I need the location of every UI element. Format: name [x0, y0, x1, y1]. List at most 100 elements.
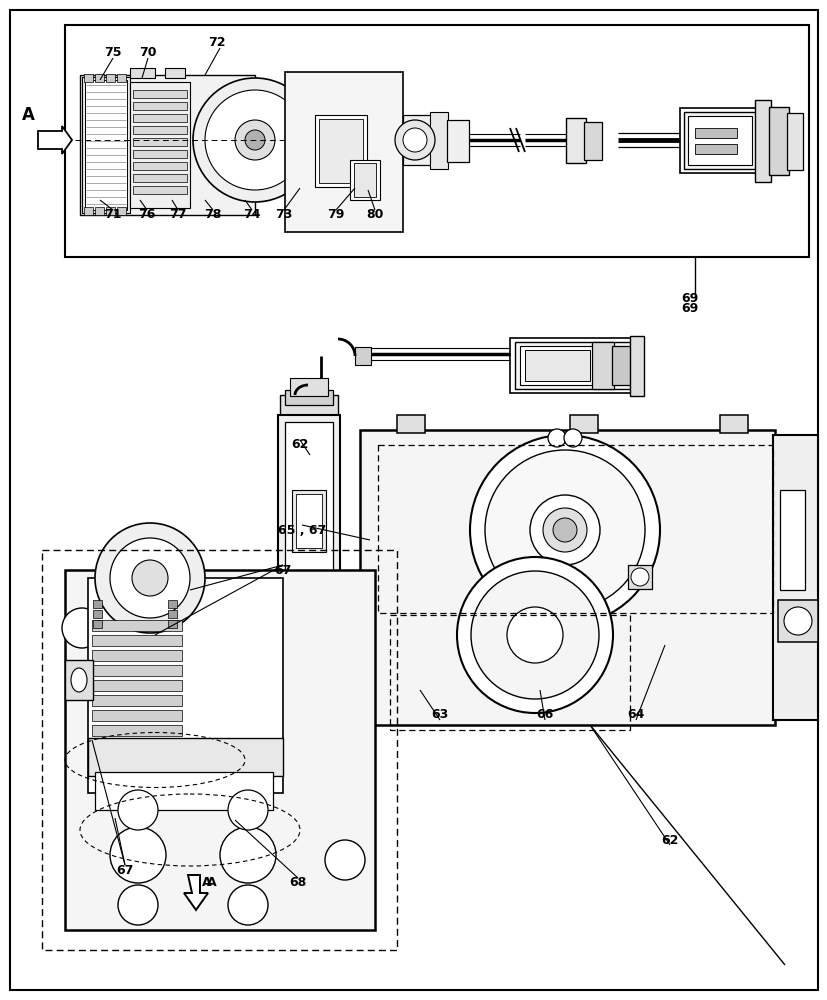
Circle shape — [485, 450, 644, 610]
Bar — [133, 102, 187, 110]
Bar — [509, 338, 639, 393]
Bar — [583, 122, 601, 160]
Text: 64: 64 — [627, 708, 644, 720]
Bar — [355, 347, 370, 365]
Text: 73: 73 — [275, 209, 292, 222]
Bar — [92, 725, 182, 736]
Bar — [130, 82, 189, 208]
Bar — [95, 74, 104, 82]
Circle shape — [506, 607, 562, 663]
Bar — [719, 415, 747, 433]
Bar — [106, 74, 115, 82]
Polygon shape — [490, 430, 529, 445]
Bar — [284, 422, 332, 628]
Circle shape — [630, 568, 648, 586]
Bar — [165, 68, 184, 78]
Text: 72: 72 — [208, 35, 226, 48]
Bar — [93, 600, 102, 608]
Bar — [284, 390, 332, 405]
Circle shape — [543, 508, 586, 552]
Text: A: A — [22, 106, 35, 124]
Bar — [92, 650, 182, 661]
Circle shape — [118, 790, 158, 830]
Bar — [289, 378, 327, 396]
Circle shape — [131, 560, 168, 596]
Circle shape — [552, 518, 576, 542]
Circle shape — [205, 90, 304, 190]
Circle shape — [547, 429, 566, 447]
Bar — [92, 710, 182, 721]
Circle shape — [118, 885, 158, 925]
Bar — [92, 635, 182, 646]
Bar — [168, 610, 177, 618]
Bar — [80, 75, 255, 215]
Bar — [278, 415, 340, 635]
Bar — [627, 565, 651, 589]
Bar — [84, 207, 93, 215]
Bar — [295, 494, 322, 548]
Circle shape — [783, 607, 811, 635]
Circle shape — [62, 608, 102, 648]
Bar — [133, 162, 187, 170]
Bar — [679, 108, 759, 173]
Bar — [284, 72, 403, 232]
Text: 63: 63 — [431, 708, 448, 720]
Circle shape — [95, 523, 205, 633]
Bar — [88, 738, 283, 776]
Bar — [514, 342, 634, 389]
Bar — [92, 665, 182, 676]
Bar — [84, 74, 93, 82]
Text: 62: 62 — [661, 834, 678, 846]
Circle shape — [227, 790, 268, 830]
Bar — [629, 336, 643, 396]
Text: 69: 69 — [681, 302, 698, 314]
Bar — [777, 600, 817, 642]
Polygon shape — [749, 640, 772, 720]
Bar — [390, 615, 629, 730]
Bar — [314, 115, 366, 187]
Bar — [566, 118, 586, 163]
Bar — [65, 660, 93, 700]
Bar — [117, 207, 126, 215]
Circle shape — [394, 120, 434, 160]
Bar — [95, 207, 104, 215]
Bar — [687, 116, 751, 165]
Text: 74: 74 — [243, 209, 261, 222]
Text: 71: 71 — [104, 209, 122, 222]
Bar — [429, 112, 447, 169]
Circle shape — [325, 840, 365, 880]
Bar — [92, 680, 182, 691]
Bar — [42, 550, 396, 950]
Bar — [82, 77, 130, 213]
Bar — [779, 490, 804, 590]
Bar — [168, 600, 177, 608]
Bar — [683, 112, 755, 169]
Text: 67: 67 — [116, 863, 133, 876]
Bar — [396, 415, 424, 433]
Bar — [611, 346, 631, 385]
Bar — [754, 100, 770, 182]
Bar — [92, 620, 182, 631]
Polygon shape — [600, 118, 617, 162]
Text: 68: 68 — [289, 876, 306, 890]
Circle shape — [193, 78, 317, 202]
Bar — [65, 570, 375, 930]
Bar — [133, 174, 187, 182]
Bar — [519, 346, 595, 385]
Bar — [350, 160, 380, 200]
Bar — [88, 578, 283, 793]
Circle shape — [403, 128, 427, 152]
Bar — [524, 350, 590, 381]
Bar — [403, 115, 433, 165]
Bar — [292, 490, 326, 552]
Circle shape — [220, 827, 275, 883]
Circle shape — [110, 538, 189, 618]
Text: 66: 66 — [536, 708, 553, 720]
Bar — [447, 120, 468, 162]
Bar — [694, 128, 736, 138]
Bar — [168, 620, 177, 628]
Bar — [772, 435, 817, 720]
Bar — [133, 150, 187, 158]
Text: 80: 80 — [366, 209, 383, 222]
Bar — [280, 395, 337, 423]
